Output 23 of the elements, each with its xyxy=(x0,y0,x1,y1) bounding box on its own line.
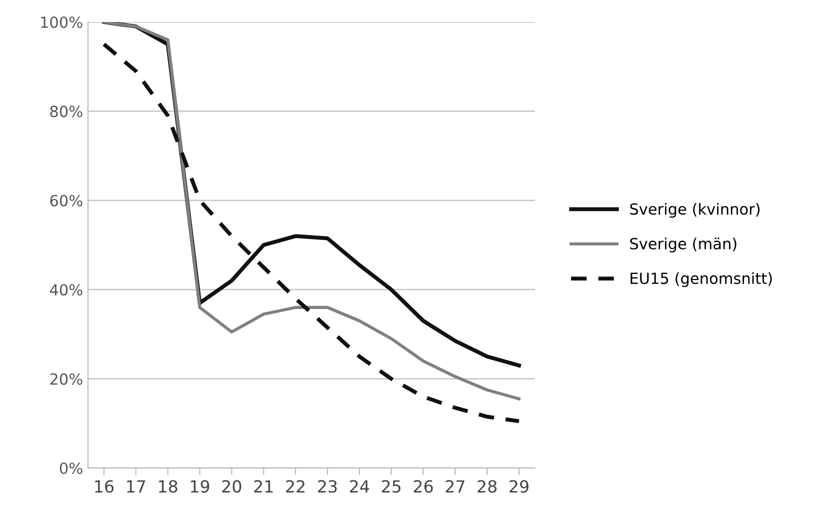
legend-label: Sverige (män) xyxy=(630,238,736,252)
legend-label: EU15 (genomsnitt) xyxy=(630,272,772,288)
x-tick-label: 29 xyxy=(510,480,528,493)
y-tick-label: 20% xyxy=(50,373,82,385)
y-tick-label: 40% xyxy=(50,284,82,296)
y-tick-label: 100% xyxy=(41,16,82,28)
legend-label: Sverige (kvinnor) xyxy=(630,202,760,218)
x-tick-label: 25 xyxy=(382,480,400,493)
y-tick-label: 80% xyxy=(50,106,82,118)
x-tick-label: 18 xyxy=(159,480,178,493)
y-tick-label: 60% xyxy=(50,194,82,206)
x-tick-label: 24 xyxy=(350,480,370,492)
x-tick-label: 26 xyxy=(414,480,433,493)
x-tick-label: 17 xyxy=(127,480,146,492)
x-tick-label: 22 xyxy=(286,480,304,492)
x-tick-label: 27 xyxy=(446,480,464,492)
x-tick-label: 21 xyxy=(254,480,273,492)
x-tick-label: 16 xyxy=(95,480,114,493)
x-tick-label: 19 xyxy=(190,480,210,493)
x-tick-label: 20 xyxy=(222,480,242,493)
y-tick-label: 0% xyxy=(60,462,82,474)
x-tick-label: 28 xyxy=(478,480,497,493)
x-tick-label: 23 xyxy=(318,480,337,493)
